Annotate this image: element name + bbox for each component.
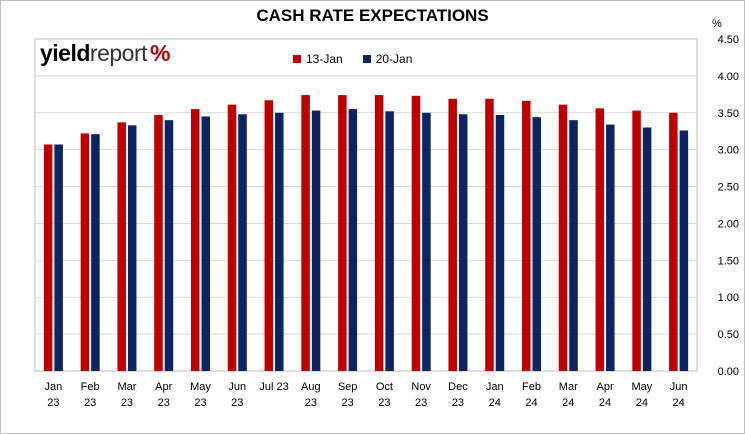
x-tick-label-year: 23 — [231, 397, 243, 409]
x-tick-label: Jan — [486, 381, 504, 393]
bar-series-1 — [374, 95, 384, 372]
x-tick-label-year: 23 — [121, 397, 133, 409]
x-tick-label: Jul 23 — [259, 381, 288, 393]
bar-series-2 — [348, 109, 358, 371]
bar-series-2 — [422, 112, 431, 372]
bar-series-1 — [227, 104, 237, 371]
bar-series-2 — [532, 117, 541, 372]
bar-series-1 — [595, 108, 605, 372]
legend-label-series-2: 20-Jan — [375, 52, 413, 66]
plot-area — [34, 38, 698, 372]
x-tick-label: Dec — [448, 381, 468, 393]
y-tick-label: 1.00 — [718, 292, 739, 304]
legend-label-series-1: 13-Jan — [306, 52, 343, 66]
x-tick-label: Sep — [338, 381, 358, 393]
x-tick-label-year: 23 — [194, 397, 206, 409]
x-tick-label-year: 23 — [305, 397, 317, 409]
y-axis-unit: % — [712, 18, 722, 30]
x-tick-label: Aug — [301, 381, 321, 393]
legend-swatch-series-1 — [293, 55, 301, 63]
y-tick-label: 0.00 — [718, 366, 739, 378]
x-tick-label: Jan — [45, 381, 63, 393]
x-tick-label: Feb — [522, 381, 541, 393]
yieldreport-logo: yieldreport% — [40, 40, 170, 67]
bar-series-2 — [385, 111, 394, 372]
x-tick-label-year: 23 — [341, 397, 353, 409]
x-tick-label-year: 24 — [636, 397, 648, 409]
bar-series-1 — [301, 95, 310, 372]
y-tick-label: 0.50 — [718, 329, 739, 341]
x-tick-label-year: 24 — [525, 397, 537, 409]
bar-series-1 — [338, 95, 347, 372]
logo-text-report: report — [89, 40, 148, 66]
x-tick-label: Mar — [117, 381, 136, 393]
x-tick-label-year: 23 — [47, 397, 59, 409]
x-tick-label-year: 23 — [415, 397, 427, 409]
bar-series-1 — [191, 109, 200, 371]
x-tick-label: Nov — [411, 381, 431, 393]
bar-series-1 — [448, 98, 457, 371]
x-tick-label-year: 23 — [452, 397, 464, 409]
bar-series-2 — [164, 120, 174, 372]
bar-series-2 — [127, 125, 137, 371]
y-tick-label: 1.50 — [718, 255, 739, 267]
x-tick-label-year: 24 — [672, 397, 684, 409]
y-tick-label: 3.00 — [718, 145, 739, 157]
x-tick-label: Apr — [596, 381, 613, 393]
logo-text-yield: yield — [40, 40, 90, 66]
logo-percent-icon: % — [150, 40, 170, 66]
legend-item-series-2: 20-Jan — [362, 52, 413, 66]
bar-series-2 — [679, 130, 689, 371]
bar-series-2 — [569, 120, 578, 372]
y-tick-label: 2.00 — [718, 218, 739, 230]
x-tick-label: Oct — [376, 381, 393, 393]
x-tick-label-year: 24 — [562, 397, 574, 409]
bar-series-2 — [458, 114, 468, 372]
x-tick-label: Mar — [559, 381, 578, 393]
bar-series-1 — [522, 100, 531, 372]
x-tick-label-year: 23 — [84, 397, 96, 409]
x-tick-label: Jun — [670, 381, 688, 393]
bar-series-1 — [154, 114, 163, 371]
chart-title: CASH RATE EXPECTATIONS — [256, 6, 489, 25]
x-tick-label: Feb — [81, 381, 100, 393]
legend-swatch-series-2 — [362, 55, 371, 63]
bar-series-1 — [632, 110, 641, 371]
bar-series-2 — [642, 127, 652, 372]
x-tick-label: Jun — [228, 381, 246, 393]
bar-series-2 — [238, 114, 247, 372]
bar-series-1 — [411, 95, 421, 371]
x-tick-label: May — [190, 381, 211, 393]
bar-series-1 — [117, 122, 126, 371]
bar-series-2 — [91, 134, 100, 371]
chart-legend: 13-Jan 20-Jan — [293, 52, 412, 66]
bar-series-2 — [275, 112, 284, 372]
bar-series-2 — [495, 114, 505, 371]
y-tick-label: 4.00 — [718, 71, 739, 83]
x-tick-label-year: 23 — [158, 397, 170, 409]
y-tick-label: 2.50 — [718, 182, 739, 194]
x-tick-label-year: 24 — [489, 397, 501, 409]
x-tick-label: May — [631, 381, 652, 393]
y-tick-label: 3.50 — [718, 108, 739, 120]
bar-series-2 — [54, 144, 63, 371]
bar-series-2 — [311, 110, 321, 371]
x-tick-label-year: 24 — [599, 397, 611, 409]
bar-series-1 — [80, 133, 90, 371]
bar-series-1 — [43, 144, 53, 371]
bar-series-1 — [558, 104, 568, 371]
x-tick-label-year: 23 — [378, 397, 390, 409]
legend-item-series-1: 13-Jan — [293, 52, 343, 66]
bar-series-1 — [669, 112, 678, 372]
bar-series-2 — [606, 124, 615, 372]
x-tick-label: Apr — [155, 381, 172, 393]
y-tick-label: 4.50 — [718, 34, 739, 46]
bar-series-2 — [201, 116, 210, 371]
bar-series-1 — [264, 100, 274, 371]
bar-series-1 — [485, 98, 494, 371]
